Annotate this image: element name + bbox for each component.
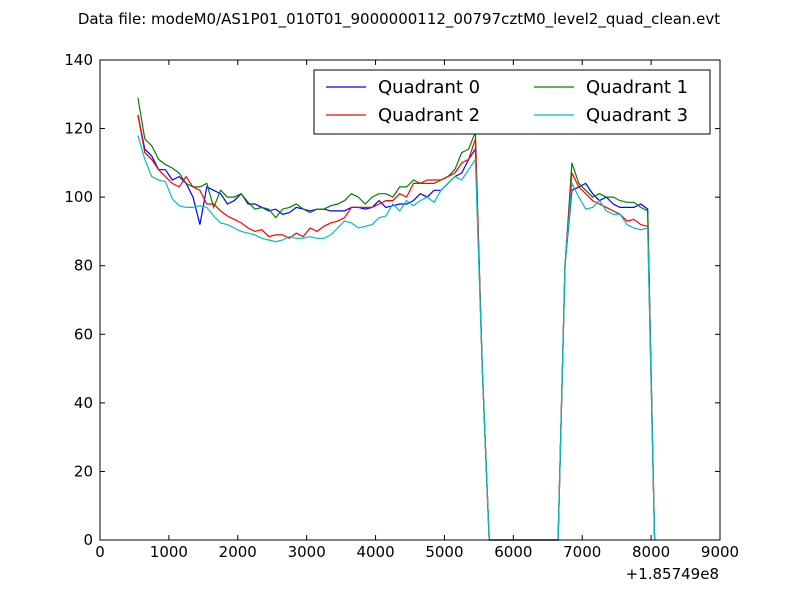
ticks-layer: 0 1000 2000 3000 4000 5000 6000 7000 8000 9000 0 20…: [64, 51, 739, 561]
legend-label-quadrant-1: Quadrant 1: [586, 77, 688, 98]
legend-box: [313, 69, 711, 135]
y-tick-label: 100: [64, 188, 93, 206]
plot-frame: [99, 59, 721, 541]
chart-title: Data file: modeM0/AS1P01_010T01_90000001…: [78, 10, 720, 29]
legend-label-quadrant-0: Quadrant 0: [378, 77, 480, 98]
x-tick-label: 6000: [494, 543, 532, 561]
x-tick-label: 8000: [632, 543, 670, 561]
y-tick-label: 0: [83, 531, 93, 549]
x-tick-label: 4000: [356, 543, 394, 561]
y-tick-label: 140: [64, 51, 93, 69]
series-line-quadrant-2: [137, 114, 656, 541]
x-tick-label: 1000: [150, 543, 188, 561]
legend-label-quadrant-3: Quadrant 3: [586, 105, 688, 126]
x-tick-label: 2000: [219, 543, 257, 561]
legend-label-quadrant-2: Quadrant 2: [378, 105, 480, 126]
x-offset-label: +1.85749e8: [626, 565, 719, 583]
legend: Quadrant 0 Quadrant 1 Quadrant 2 Quadrant 3: [313, 69, 711, 135]
x-tick-label: 3000: [288, 543, 326, 561]
y-tick-label: 120: [64, 120, 93, 138]
y-tick-label: 40: [74, 394, 93, 412]
series-line-quadrant-1: [137, 97, 656, 541]
y-tick-label: 60: [74, 325, 93, 343]
x-tick-label: 7000: [563, 543, 601, 561]
y-tick-label: 20: [74, 462, 93, 480]
y-tick-label: 80: [74, 257, 93, 275]
x-tick-label: 0: [95, 543, 105, 561]
x-tick-label: 9000: [701, 543, 739, 561]
x-tick-label: 5000: [425, 543, 463, 561]
series-line-quadrant-3: [137, 135, 656, 541]
series-layer: [137, 97, 656, 541]
